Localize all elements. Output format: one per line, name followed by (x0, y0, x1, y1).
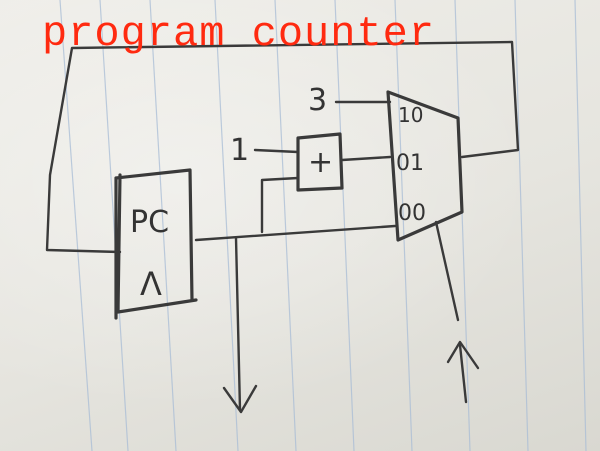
adder-feedback-wire (260, 176, 300, 234)
pc-register-label: PC (130, 205, 169, 240)
pc-output-wire (194, 224, 397, 242)
mux-body (386, 90, 464, 242)
diagram-title: program counter (42, 10, 436, 58)
adder-output-wire (340, 155, 392, 162)
adder-constant-wire (253, 148, 300, 154)
mux-input-label-01: 01 (396, 151, 424, 176)
pc-output-branch (234, 236, 242, 412)
mux-select-wire (434, 220, 460, 322)
adder-constant-label: 1 (230, 133, 249, 168)
mux-input-label-00: 00 (398, 201, 426, 226)
output-arrow-head (222, 384, 258, 414)
notebook-rule-lines (59, 0, 587, 451)
feedback-wire (45, 40, 520, 254)
pc-clock-marker: Λ (140, 265, 162, 303)
pc-register-box (114, 168, 198, 320)
adder-plus-sign: + (308, 145, 333, 180)
select-arrow-shaft (458, 343, 468, 404)
mux-input-label-10: 10 (398, 103, 423, 127)
mux-constant-label: 3 (308, 83, 327, 118)
adder-box (296, 132, 344, 192)
select-arrow-head (446, 340, 480, 370)
